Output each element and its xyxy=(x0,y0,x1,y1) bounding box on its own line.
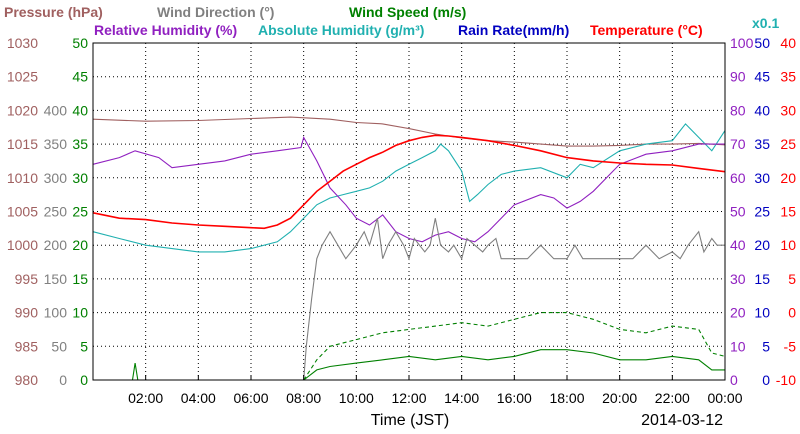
wind-direction-axis-tick-label: 250 xyxy=(44,204,68,220)
x-tick-label: 12:00 xyxy=(391,390,426,406)
pressure-axis-tick-label: 1030 xyxy=(7,35,38,51)
x-tick-label: 00:00 xyxy=(707,390,742,406)
rain-rate-axis-tick-label: 50 xyxy=(754,35,770,51)
rain-rate-axis-tick-label: 45 xyxy=(754,69,770,85)
pressure-axis-tick-label: 1020 xyxy=(7,102,38,118)
wind-direction-axis-tick-label: 150 xyxy=(44,271,68,287)
wind-speed-axis-tick-label: 40 xyxy=(72,102,88,118)
series-wind-speed-gust-m-s xyxy=(303,312,726,381)
wind-speed-axis-tick-label: 0 xyxy=(80,372,88,388)
chart-date: 2014-03-12 xyxy=(641,412,723,429)
x-tick-label: 18:00 xyxy=(549,390,584,406)
pressure-axis-tick-label: 990 xyxy=(15,305,39,321)
pressure-axis-tick-label: 995 xyxy=(15,271,39,287)
legend-absolute-humidity: Absolute Humidity (g/m³) xyxy=(258,22,424,38)
pressure-axis-tick-label: 1000 xyxy=(7,237,38,253)
x-tick-label: 20:00 xyxy=(602,390,637,406)
wind-speed-axis-tick-label: 5 xyxy=(80,338,88,354)
wind-speed-axis-tick-label: 15 xyxy=(72,271,88,287)
wind-speed-axis-tick-label: 50 xyxy=(72,35,88,51)
rain-rate-axis-tick-label: 30 xyxy=(754,170,770,186)
right-axes: 1009080706050403020100504540353025201510… xyxy=(730,35,796,388)
humidity-axis-tick-label: 80 xyxy=(730,102,746,118)
temperature-axis-tick-label: 35 xyxy=(780,69,796,85)
pressure-axis-tick-label: 980 xyxy=(15,372,39,388)
humidity-axis-tick-label: 100 xyxy=(730,35,754,51)
x-axis-label: Time (JST) xyxy=(371,412,450,429)
legend-wind-speed: Wind Speed (m/s) xyxy=(349,4,466,20)
wind-speed-axis-tick-label: 30 xyxy=(72,170,88,186)
plot-frame xyxy=(92,42,726,381)
wind-direction-axis-tick-label: 300 xyxy=(44,170,68,186)
x-tick-label: 10:00 xyxy=(339,390,374,406)
wind-direction-axis-tick-label: 350 xyxy=(44,136,68,152)
wind-direction-axis-tick-label: 200 xyxy=(44,237,68,253)
legend-scale-note: x0.1 xyxy=(752,15,779,31)
rain-rate-axis-tick-label: 15 xyxy=(754,271,770,287)
series-relative-humidity xyxy=(92,135,725,243)
pressure-axis-tick-label: 1015 xyxy=(7,136,38,152)
pressure-axis-tick-label: 1005 xyxy=(7,204,38,220)
x-tick-label: 02:00 xyxy=(128,390,163,406)
legend: Pressure (hPa) Wind Direction (°) Wind S… xyxy=(4,4,779,38)
wind-direction-axis-tick-label: 50 xyxy=(51,338,67,354)
rain-rate-axis-tick-label: 20 xyxy=(754,237,770,253)
wind-speed-axis-tick-label: 10 xyxy=(72,305,88,321)
wind-speed-axis-tick-label: 35 xyxy=(72,136,88,152)
legend-relative-humidity: Relative Humidity (%) xyxy=(94,22,237,38)
wind-speed-axis-tick-label: 25 xyxy=(72,204,88,220)
rain-rate-axis-tick-label: 40 xyxy=(754,102,770,118)
humidity-axis-tick-label: 10 xyxy=(730,338,746,354)
temperature-axis-tick-label: -5 xyxy=(784,338,797,354)
wind-direction-axis-tick-label: 400 xyxy=(44,102,68,118)
humidity-axis-tick-label: 0 xyxy=(730,372,738,388)
wind-speed-axis-tick-label: 45 xyxy=(72,69,88,85)
humidity-axis-tick-label: 70 xyxy=(730,136,746,152)
wind-direction-axis-tick-label: 100 xyxy=(44,305,68,321)
pressure-axis-tick-label: 1025 xyxy=(7,69,38,85)
x-tick-label: 06:00 xyxy=(233,390,268,406)
rain-rate-axis-tick-label: 5 xyxy=(762,338,770,354)
rain-rate-axis-tick-label: 25 xyxy=(754,204,770,220)
wind-speed-axis-tick-label: 20 xyxy=(72,237,88,253)
temperature-axis-tick-label: 15 xyxy=(780,204,796,220)
series-absolute-humidity-g-m xyxy=(92,123,726,253)
series-lines xyxy=(92,116,726,381)
humidity-axis-tick-label: 20 xyxy=(730,305,746,321)
temperature-axis-tick-label: 30 xyxy=(780,102,796,118)
temperature-axis-tick-label: 0 xyxy=(788,305,796,321)
humidity-axis-tick-label: 60 xyxy=(730,170,746,186)
x-tick-label: 22:00 xyxy=(655,390,690,406)
rain-rate-axis-tick-label: 0 xyxy=(762,372,770,388)
rain-rate-axis-tick-label: 10 xyxy=(754,305,770,321)
series-wind-direction xyxy=(303,218,725,381)
temperature-axis-tick-label: 25 xyxy=(780,136,796,152)
series-temperature-c xyxy=(92,134,726,230)
humidity-axis-tick-label: 90 xyxy=(730,69,746,85)
humidity-axis-tick-label: 50 xyxy=(730,204,746,220)
x-tick-label: 16:00 xyxy=(497,390,532,406)
temperature-axis-tick-label: -10 xyxy=(776,372,796,388)
x-tick-label: 04:00 xyxy=(181,390,216,406)
legend-wind-direction: Wind Direction (°) xyxy=(157,4,274,20)
wind-direction-axis-tick-label: 0 xyxy=(59,372,67,388)
pressure-axis-tick-label: 985 xyxy=(15,338,39,354)
pressure-axis-tick-label: 1010 xyxy=(7,170,38,186)
temperature-axis-tick-label: 10 xyxy=(780,237,796,253)
x-tick-label: 14:00 xyxy=(444,390,479,406)
legend-temperature: Temperature (°C) xyxy=(590,22,703,38)
legend-pressure: Pressure (hPa) xyxy=(4,4,103,20)
humidity-axis-tick-label: 30 xyxy=(730,271,746,287)
rain-rate-axis-tick-label: 35 xyxy=(754,136,770,152)
x-tick-label: 08:00 xyxy=(286,390,321,406)
legend-rain-rate: Rain Rate(mm/h) xyxy=(458,22,569,38)
temperature-axis-tick-label: 20 xyxy=(780,170,796,186)
left-axes: 1030102510201015101010051000995990985980… xyxy=(7,35,88,388)
temperature-axis-tick-label: 5 xyxy=(788,271,796,287)
grid xyxy=(93,43,725,380)
humidity-axis-tick-label: 40 xyxy=(730,237,746,253)
x-axis: 02:00 04:00 06:00 08:00 10:00 12:00 14:00 16:00… xyxy=(128,375,743,406)
temperature-axis-tick-label: 40 xyxy=(780,35,796,51)
